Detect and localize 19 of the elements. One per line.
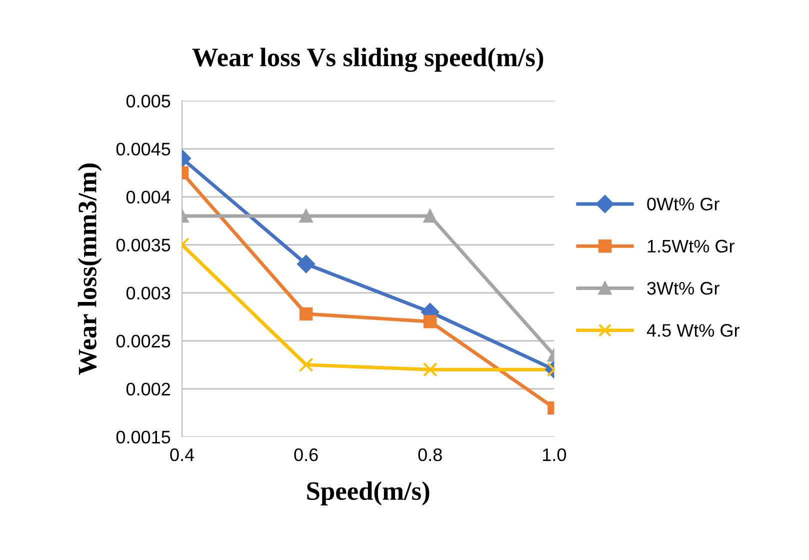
- y-axis-title: Wear loss(mm3/m): [78, 164, 102, 375]
- x-axis-title: Speed(m/s): [307, 481, 430, 506]
- y-tick-label: 0.0025: [116, 334, 170, 348]
- legend-label: 3Wt% Gr: [647, 282, 720, 295]
- y-tick-label: 0.002: [126, 382, 170, 396]
- y-tick-label: 0.005: [126, 94, 170, 108]
- y-tick-label: 0.0015: [116, 430, 170, 444]
- legend-label: 4.5 Wt% Gr: [646, 324, 740, 337]
- y-tick-label: 0.0045: [116, 142, 170, 156]
- x-tick-label: 0.6: [294, 448, 318, 462]
- y-tick-label: 0.0035: [116, 238, 170, 252]
- x-tick-label: 0.8: [418, 448, 442, 462]
- legend-label: 0Wt% Gr: [647, 198, 720, 210]
- x-tick-label: 1.0: [542, 448, 566, 462]
- legend-label: 1.5Wt% Gr: [648, 240, 734, 253]
- y-tick-label: 0.003: [126, 286, 170, 300]
- y-tick-label: 0.004: [126, 190, 170, 204]
- chart-title: Wear loss Vs sliding speed(m/s): [192, 48, 544, 72]
- x-tick-label: 0.4: [170, 448, 194, 462]
